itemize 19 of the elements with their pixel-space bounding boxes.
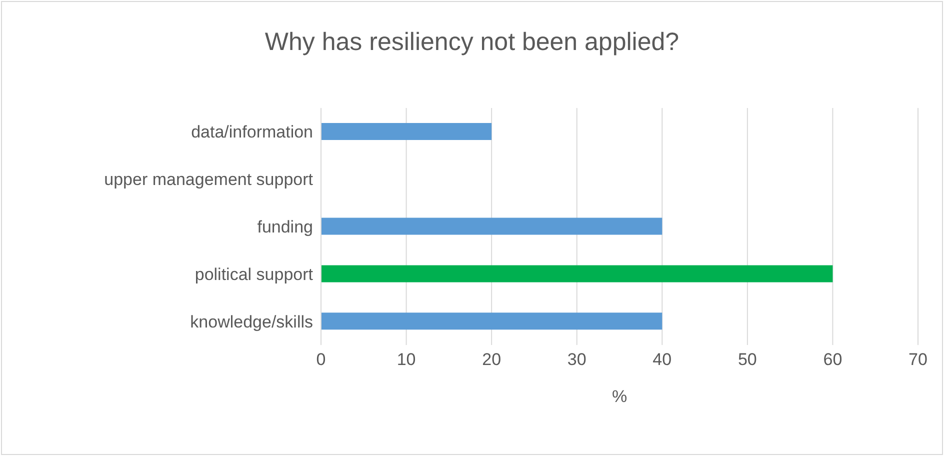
x-tick-label: 50 <box>738 350 757 370</box>
y-tick-label: political support <box>194 264 314 284</box>
x-tick-label: 30 <box>567 350 586 370</box>
x-tick-label: 40 <box>652 350 672 370</box>
y-tick-label: upper management support <box>104 170 314 190</box>
x-tick-label: 60 <box>823 350 842 370</box>
bar <box>321 265 833 282</box>
chart-title: Why has resiliency not been applied? <box>264 28 680 57</box>
x-axis-title: % <box>612 387 628 406</box>
bar <box>321 123 492 140</box>
x-tick-label: 0 <box>316 350 326 370</box>
y-tick-label: data/information <box>191 122 313 142</box>
y-tick-label: funding <box>257 218 313 237</box>
y-tick-label: knowledge/skills <box>190 312 313 332</box>
bar <box>321 218 662 235</box>
x-tick-label: 70 <box>908 350 928 370</box>
bar <box>321 312 662 330</box>
x-tick-label: 10 <box>396 350 416 370</box>
x-tick-label: 20 <box>482 350 502 370</box>
